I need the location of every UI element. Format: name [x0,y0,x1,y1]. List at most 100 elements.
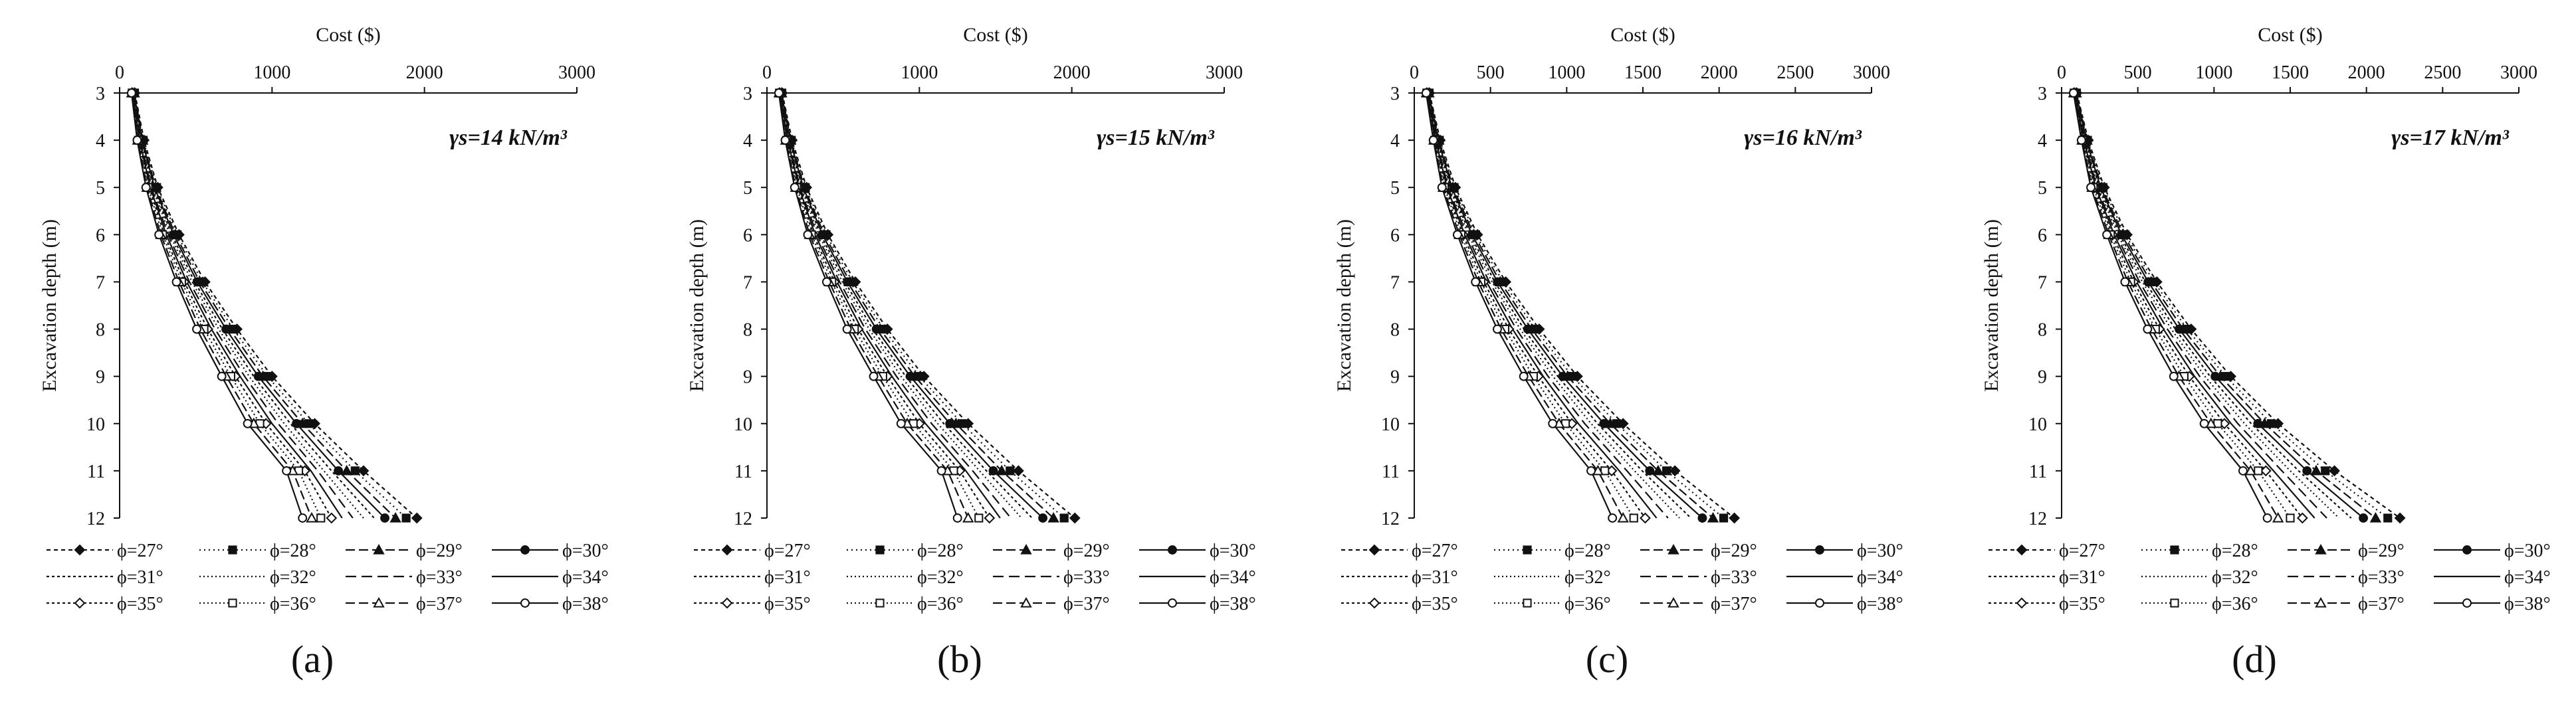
legend-label: ϕ=27° [2059,541,2105,561]
x-tick-label: 2000 [1053,62,1091,83]
legend-label: ϕ=34° [1857,567,1903,588]
x-axis-title: Cost ($) [963,24,1028,46]
series-line-phi-37 [2073,92,2279,519]
series-line-phi-29 [133,92,396,519]
x-tick-label: 3000 [1206,62,1243,83]
data-point [1452,230,1462,240]
legend-label: ϕ=31° [764,567,811,588]
data-point [1519,371,1529,381]
panel-label: (c) [1586,638,1628,681]
legend-label: ϕ=27° [1412,541,1458,561]
legend-label: ϕ=36° [917,594,964,614]
legend-entry: ϕ=35° [694,594,811,614]
series-line-phi-34 [132,92,343,519]
legend-label: ϕ=30° [2504,541,2551,561]
data-point [221,324,231,334]
legend-swatch-marker [875,545,885,555]
data-point [1437,183,1447,193]
legend-entry: ϕ=28° [199,541,316,561]
data-point [2262,513,2272,523]
legend-swatch-marker [1667,543,1679,555]
data-point [1548,418,1558,428]
legend-swatch-marker [228,598,237,608]
legend-label: ϕ=37° [416,594,463,614]
legend-swatch-marker [721,597,733,609]
data-point [1471,277,1481,287]
legend-label: ϕ=32° [2212,567,2258,588]
legend-swatch-marker [1368,597,1380,609]
y-tick-label: 3 [2038,84,2047,104]
y-tick-label: 11 [87,462,105,482]
y-tick-label: 6 [743,225,752,246]
data-point [2329,465,2340,477]
legend-label: ϕ=38° [562,594,609,614]
chart-panel-a: 0 1000 2000 3000 3 4 5 6 7 8 9 10 11 12 Cost ($) Excava… [39,24,609,681]
data-point [974,513,984,523]
legend-entry: ϕ=32° [1494,567,1611,588]
x-tick-label: 1000 [901,62,938,83]
y-tick-label: 9 [96,367,105,388]
legend-entry: ϕ=38° [1139,594,1256,614]
data-point [2120,277,2130,287]
series-line-phi-28 [134,92,407,519]
panel-label: (a) [291,638,334,681]
y-tick-label: 12 [2028,509,2047,529]
legend-entry: ϕ=37° [346,594,463,614]
data-point [774,88,784,98]
data-point [2086,183,2095,193]
data-point [1599,418,1609,428]
legend-entry: ϕ=33° [1640,567,1757,588]
y-tick-label: 6 [2038,225,2047,246]
data-point [2286,513,2295,523]
data-point [1707,511,1719,523]
data-point [2210,371,2220,381]
y-tick-label: 12 [86,509,105,529]
series-line-phi-37 [778,92,969,519]
legend-label: ϕ=28° [1564,541,1611,561]
data-point [1652,464,1664,476]
legend-entry: ϕ=35° [47,594,163,614]
data-point [2302,466,2312,476]
y-tick-label: 9 [1390,367,1400,388]
legend-label: ϕ=35° [117,594,163,614]
legend-swatch-marker [2016,544,2028,556]
y-tick-label: 10 [86,414,105,435]
y-tick-label: 8 [96,320,105,341]
legend-swatch-marker [1020,543,1032,555]
y-tick-label: 12 [734,509,752,529]
data-point [2102,230,2112,240]
data-point [350,466,360,476]
data-point [1493,277,1503,287]
y-tick-label: 9 [743,367,752,388]
x-axis-title: Cost ($) [2258,24,2323,46]
x-tick-label: 0 [2057,62,2066,83]
series-line-phi-28 [781,92,1065,519]
legend-label: ϕ=28° [270,541,316,561]
x-axis-title: Cost ($) [316,24,381,46]
y-tick-label: 8 [2038,320,2047,341]
series-line-phi-36 [778,92,980,519]
data-point [192,324,201,334]
series-line-phi-29 [1428,92,1714,519]
y-tick-label: 11 [734,462,752,482]
data-point [1421,88,1431,98]
x-tick-label: 1000 [1548,62,1585,83]
series-line-phi-27 [2076,92,2401,519]
y-tick-label: 8 [1390,320,1400,341]
legend-label: ϕ=33° [1063,567,1110,588]
y-axis-title: Excavation depth (m) [39,219,60,392]
y-tick-label: 7 [2038,272,2047,293]
y-tick-label: 3 [743,84,752,104]
y-tick-label: 5 [2038,178,2047,199]
legend-entry: ϕ=27° [694,541,811,561]
data-point [389,511,401,523]
y-tick-label: 10 [2028,414,2047,435]
legend-swatch-marker [1168,545,1177,555]
data-point [2068,88,2078,98]
x-tick-label: 0 [762,62,772,83]
y-tick-label: 11 [2029,462,2047,482]
legend-label: ϕ=29° [1063,541,1110,561]
series-line-phi-34 [1426,92,1658,519]
x-tick-label: 2000 [2348,62,2385,83]
series-line-phi-30 [1428,92,1703,519]
